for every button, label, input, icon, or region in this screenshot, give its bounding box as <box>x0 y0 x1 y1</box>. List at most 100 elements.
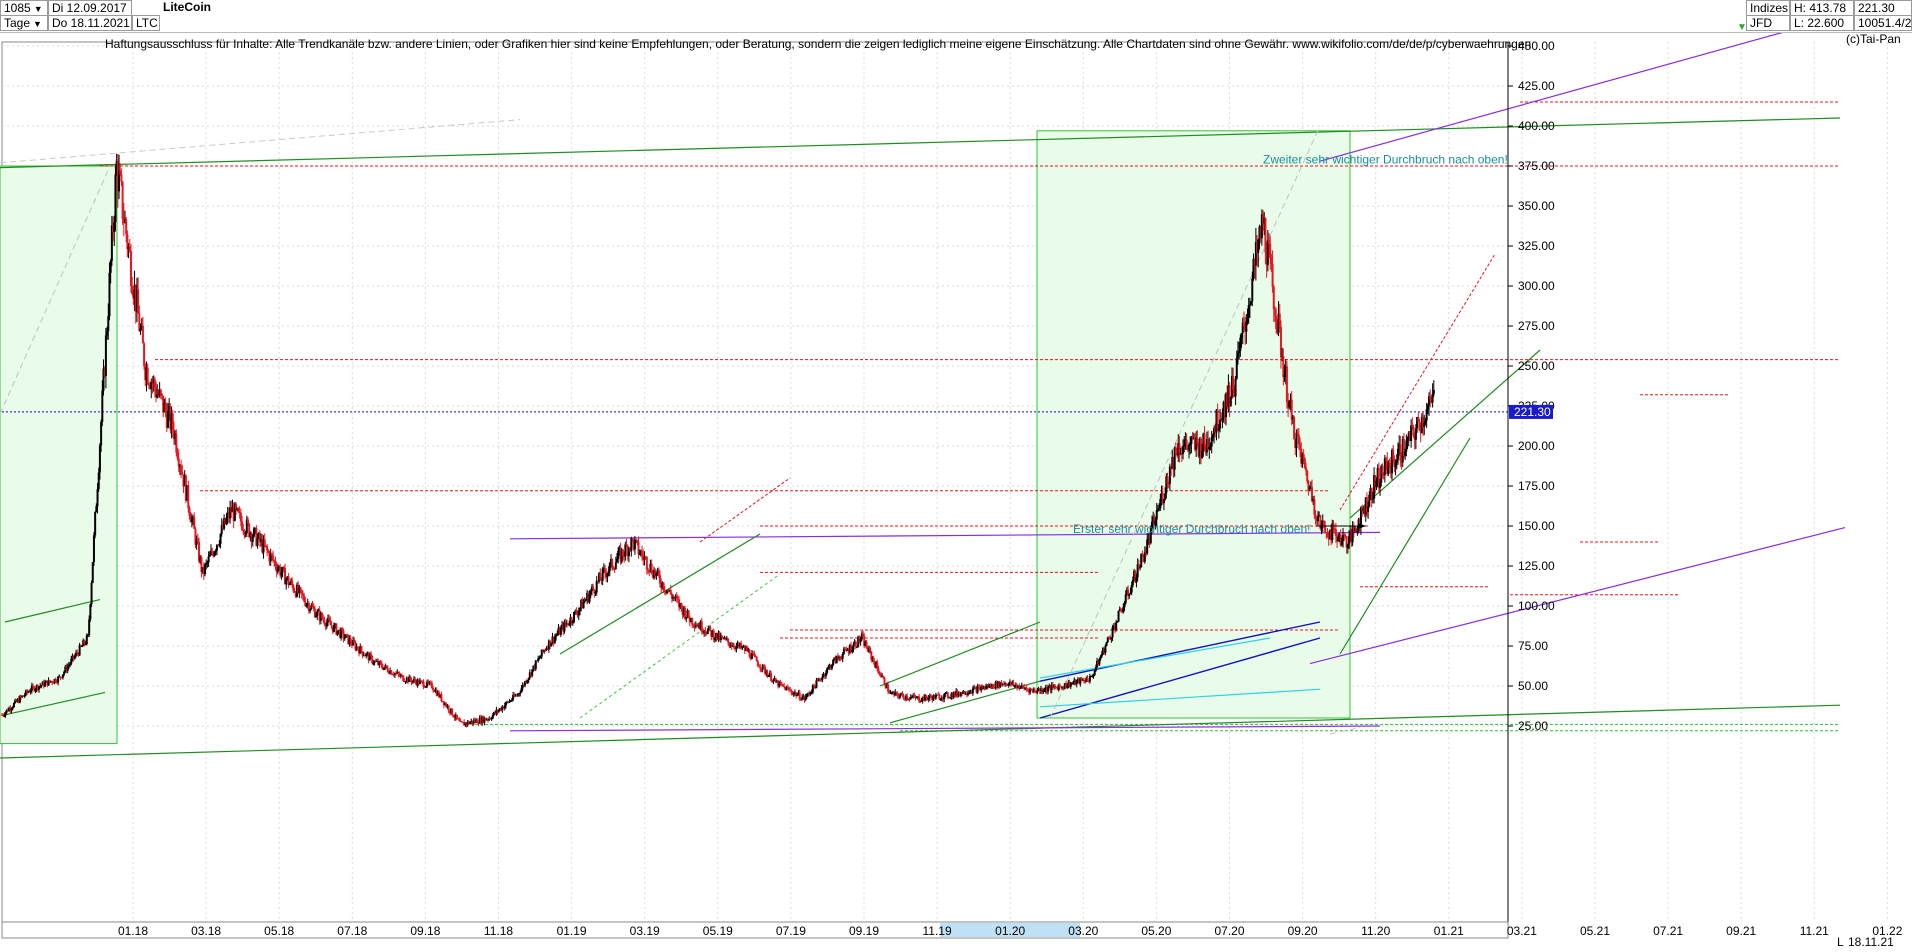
price-candle-body <box>990 684 993 687</box>
scale-mode-label[interactable]: L <box>1837 935 1844 949</box>
price-candle-body <box>141 325 144 344</box>
price-candle-body <box>1061 686 1064 688</box>
price-candle-body <box>392 674 395 676</box>
price-candle-body <box>1177 443 1180 456</box>
price-candle-body <box>934 694 937 699</box>
price-candle-body <box>39 685 42 687</box>
price-candle-body <box>618 548 621 551</box>
price-candle-body <box>1195 438 1198 450</box>
price-candle-body <box>1285 366 1288 403</box>
price-candle-body <box>252 528 255 537</box>
price-candle-body <box>482 716 485 723</box>
price-candle-body <box>1013 685 1016 687</box>
price-candle-body <box>1392 450 1395 460</box>
symbol-label: LTC <box>132 15 160 31</box>
price-candle-body <box>12 703 15 708</box>
price-candle-body <box>872 658 875 663</box>
price-candle-body <box>612 568 615 570</box>
price-candle-body <box>883 677 886 685</box>
price-candle-body <box>1148 538 1151 544</box>
price-candle-body <box>1094 667 1097 671</box>
price-candle-body <box>712 630 715 640</box>
price-candle-body <box>1239 337 1242 351</box>
price-candle-body <box>1300 448 1303 464</box>
price-candle-body <box>869 647 872 652</box>
price-candle-body <box>940 697 943 700</box>
price-candle-body <box>926 697 929 700</box>
price-candle-body <box>86 634 89 636</box>
y-tick-label: 125.00 <box>1518 559 1555 573</box>
price-candle-body <box>653 570 656 578</box>
price-candle-body <box>55 682 58 684</box>
price-candle-body <box>879 674 882 677</box>
price-candle-body <box>1182 446 1185 454</box>
price-candle-body <box>195 539 198 545</box>
price-candle-body <box>384 665 387 668</box>
price-candle-body <box>721 636 724 638</box>
price-candle-body <box>961 692 964 694</box>
x-tick-label: 05.20 <box>1141 924 1171 938</box>
price-candle-body <box>1386 461 1389 474</box>
price-candle-body <box>981 687 984 690</box>
price-candle-body <box>1072 682 1075 684</box>
price-candle-body <box>692 624 695 626</box>
price-candle-body <box>787 687 790 690</box>
y-tick-label: 150.00 <box>1518 519 1555 533</box>
price-candle-body <box>1122 607 1125 613</box>
x-tick-label: 07.21 <box>1653 924 1683 938</box>
price-candle-body <box>318 610 321 621</box>
price-candle-body <box>684 608 687 619</box>
price-candle-body <box>617 550 620 559</box>
green-channel-2019-lower <box>579 573 781 719</box>
price-candle-body <box>574 610 577 612</box>
price-candle-body <box>909 697 912 699</box>
price-candle-body <box>562 624 565 632</box>
price-candle-body <box>611 558 614 569</box>
price-candle-body <box>291 580 294 586</box>
price-candle-body <box>378 661 381 665</box>
price-candle-body <box>681 607 684 616</box>
price-candle-body <box>643 556 646 560</box>
price-candle-body <box>691 618 694 625</box>
price-candle-body <box>1179 453 1182 455</box>
price-candle-body <box>580 599 583 608</box>
price-candle-body <box>479 717 482 723</box>
price-candle-body <box>623 555 626 557</box>
price-candle-body <box>442 701 445 705</box>
price-candle-body <box>1156 509 1159 511</box>
price-candle-body <box>1057 686 1060 690</box>
price-candle-body <box>758 665 761 667</box>
price-candle-body <box>989 684 992 687</box>
price-candle-body <box>876 662 879 669</box>
y-tick-label: 325.00 <box>1518 239 1555 253</box>
price-candle-body <box>476 719 479 724</box>
price-candle-body <box>852 644 855 650</box>
price-candle-body <box>60 677 63 679</box>
y-tick-label: 100.00 <box>1518 599 1555 613</box>
price-candle-body <box>774 678 777 683</box>
price-candle-body <box>1070 683 1073 685</box>
price-candle-body <box>145 367 148 381</box>
price-candle-body <box>329 620 332 625</box>
price-candle-body <box>48 679 51 682</box>
interval-select[interactable]: Tage ▼ <box>0 15 48 31</box>
price-candle-body <box>667 590 670 592</box>
price-candle-body <box>630 538 633 551</box>
end-date[interactable]: Do 18.11.2021 <box>48 15 132 31</box>
price-candle-body <box>520 688 523 693</box>
price-candle-body <box>1306 470 1309 482</box>
price-candle-body <box>792 693 795 695</box>
price-candle-body <box>1422 417 1425 427</box>
price-candle-body <box>1063 683 1066 689</box>
price-candle-body <box>962 690 965 694</box>
price-candle-body <box>963 690 966 695</box>
price-candle-body <box>767 675 770 677</box>
price-candle-body <box>1 714 3 716</box>
start-date[interactable]: Di 12.09.2017 <box>48 0 132 16</box>
period-count-select[interactable]: 1085 ▼ <box>0 0 48 16</box>
price-candle-body <box>688 617 691 623</box>
price-candle-body <box>676 598 679 600</box>
price-candle-body <box>220 524 223 534</box>
price-candle-body <box>176 452 179 459</box>
